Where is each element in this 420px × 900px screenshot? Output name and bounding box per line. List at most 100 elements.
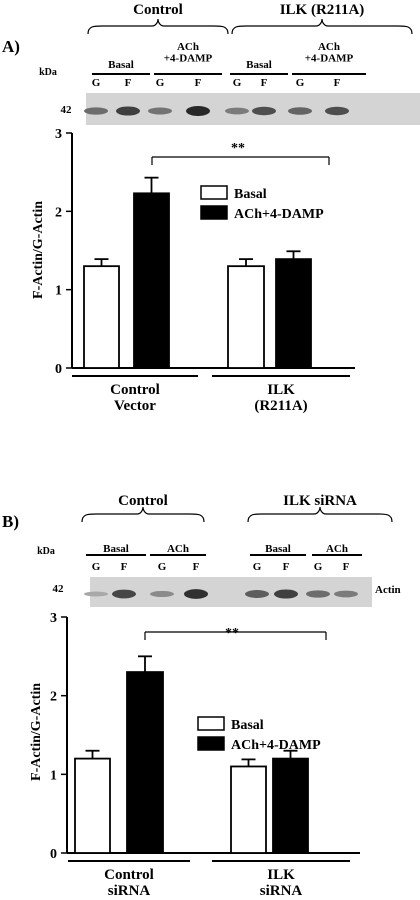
significance-marker: ** <box>231 141 245 156</box>
legend-label: ACh+4-DAMP <box>231 738 321 753</box>
bar-basal <box>74 757 111 854</box>
blot-group-brace <box>247 506 393 523</box>
blot-group-header: ILK (R211A) <box>280 2 365 18</box>
blot-lane-label: G <box>233 77 242 89</box>
blot-condition-header: ACh +4-DAMP <box>164 41 213 65</box>
legend-label: ACh+4-DAMP <box>234 207 324 222</box>
x-group-label-line: (R211A) <box>254 398 307 414</box>
blot-condition-header: ACh +4-DAMP <box>305 41 354 65</box>
blot-band <box>325 106 349 116</box>
y-tick-label: 2 <box>50 690 57 705</box>
marker-label: 42 <box>61 104 73 116</box>
y-tick-label: 2 <box>55 205 62 220</box>
blot-band <box>148 107 172 115</box>
x-group-label-line: siRNA <box>260 883 303 899</box>
blot-band <box>84 107 108 115</box>
legend-label: Basal <box>234 187 267 202</box>
blot-band <box>116 106 140 116</box>
blot-condition-header: Basal <box>265 543 291 555</box>
blot-group-brace <box>87 18 229 35</box>
blot-lane-label: F <box>121 561 128 573</box>
blot-band <box>150 590 174 598</box>
bar-stimulated <box>126 671 164 854</box>
blot-band <box>186 106 210 116</box>
bar-stimulated <box>272 757 309 854</box>
blot-group-brace <box>231 18 413 35</box>
blot-lane-label: F <box>195 77 202 89</box>
x-group-label: Control siRNA <box>104 867 154 899</box>
y-axis-label: F-Actin/G-Actin <box>29 683 44 781</box>
blot-band <box>112 589 136 599</box>
blot-band <box>252 106 276 116</box>
blot-group-header: Control <box>118 493 168 509</box>
x-group-label-line: ILK <box>267 382 295 398</box>
blot-lane-label: G <box>92 561 101 573</box>
bar-basal <box>230 765 267 854</box>
blot-condition-header: Basal <box>103 543 129 555</box>
blot-condition-header: ACh <box>326 543 348 555</box>
blot-condition-header: Basal <box>246 59 272 71</box>
blot-group-brace <box>81 506 205 523</box>
protein-label: Actin <box>375 584 401 596</box>
y-tick-label: 0 <box>50 847 57 862</box>
blot-lane-label: G <box>296 77 305 89</box>
x-group-label: Control Vector <box>110 382 160 414</box>
blot-lane-label: F <box>343 561 350 573</box>
blot-lane-label: G <box>314 561 323 573</box>
y-tick-label: 1 <box>50 768 57 783</box>
blot-condition-header: Basal <box>108 59 134 71</box>
blot-band <box>245 590 269 598</box>
blot-band <box>334 590 358 598</box>
kda-label: kDa <box>37 546 55 557</box>
x-group-label-line: Control <box>104 867 154 883</box>
legend-swatch <box>197 716 225 731</box>
legend-swatch <box>197 736 225 751</box>
blot-band <box>184 589 208 599</box>
blot-band <box>84 591 108 597</box>
blot-band <box>274 589 298 599</box>
x-group-label-line: Vector <box>114 398 156 414</box>
marker-label: 42 <box>53 583 65 595</box>
y-tick-label: 0 <box>55 362 62 377</box>
blot-group-header: Control <box>133 2 183 18</box>
bar-stimulated <box>275 258 312 369</box>
blot-group-header: ILK siRNA <box>283 493 357 509</box>
bar-basal <box>227 265 265 369</box>
x-group-label: ILK siRNA <box>260 867 303 899</box>
bar-basal <box>83 265 120 369</box>
x-group-label: ILK (R211A) <box>254 382 307 414</box>
western-blot-strip <box>86 93 420 125</box>
blot-condition-header-line: +4-DAMP <box>164 53 213 65</box>
blot-band <box>306 590 330 598</box>
legend-swatch <box>200 185 228 200</box>
blot-lane-label: F <box>193 561 200 573</box>
blot-band <box>225 107 249 115</box>
blot-band <box>288 107 312 115</box>
blot-lane-label: G <box>156 77 165 89</box>
significance-marker: ** <box>225 626 239 641</box>
legend-swatch <box>200 205 228 220</box>
blot-lane-label: G <box>158 561 167 573</box>
blot-lane-label: F <box>283 561 290 573</box>
blot-lane-label: F <box>334 77 341 89</box>
legend-label: Basal <box>231 718 264 733</box>
blot-lane-label: F <box>125 77 132 89</box>
x-group-label-line: Control <box>110 382 160 398</box>
panel-label: B) <box>2 512 19 531</box>
blot-lane-label: G <box>253 561 262 573</box>
blot-lane-label: F <box>261 77 268 89</box>
y-tick-label: 3 <box>50 611 57 626</box>
x-group-label-line: siRNA <box>108 883 151 899</box>
blot-lane-label: G <box>92 77 101 89</box>
bar-stimulated <box>133 192 170 369</box>
y-tick-label: 1 <box>55 284 62 299</box>
blot-condition-header-line: +4-DAMP <box>305 53 354 65</box>
panel-label: A) <box>2 37 20 56</box>
x-group-label-line: ILK <box>267 867 295 883</box>
blot-condition-header: ACh <box>167 543 189 555</box>
blot-condition-header-line: ACh <box>177 41 199 53</box>
y-tick-label: 3 <box>55 127 62 142</box>
y-axis-label: F-Actin/G-Actin <box>31 201 46 299</box>
blot-condition-header-line: ACh <box>318 41 340 53</box>
